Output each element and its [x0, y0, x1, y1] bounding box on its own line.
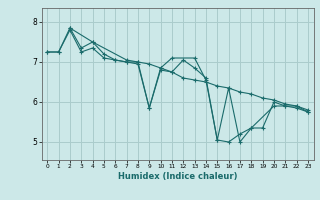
X-axis label: Humidex (Indice chaleur): Humidex (Indice chaleur) [118, 172, 237, 181]
